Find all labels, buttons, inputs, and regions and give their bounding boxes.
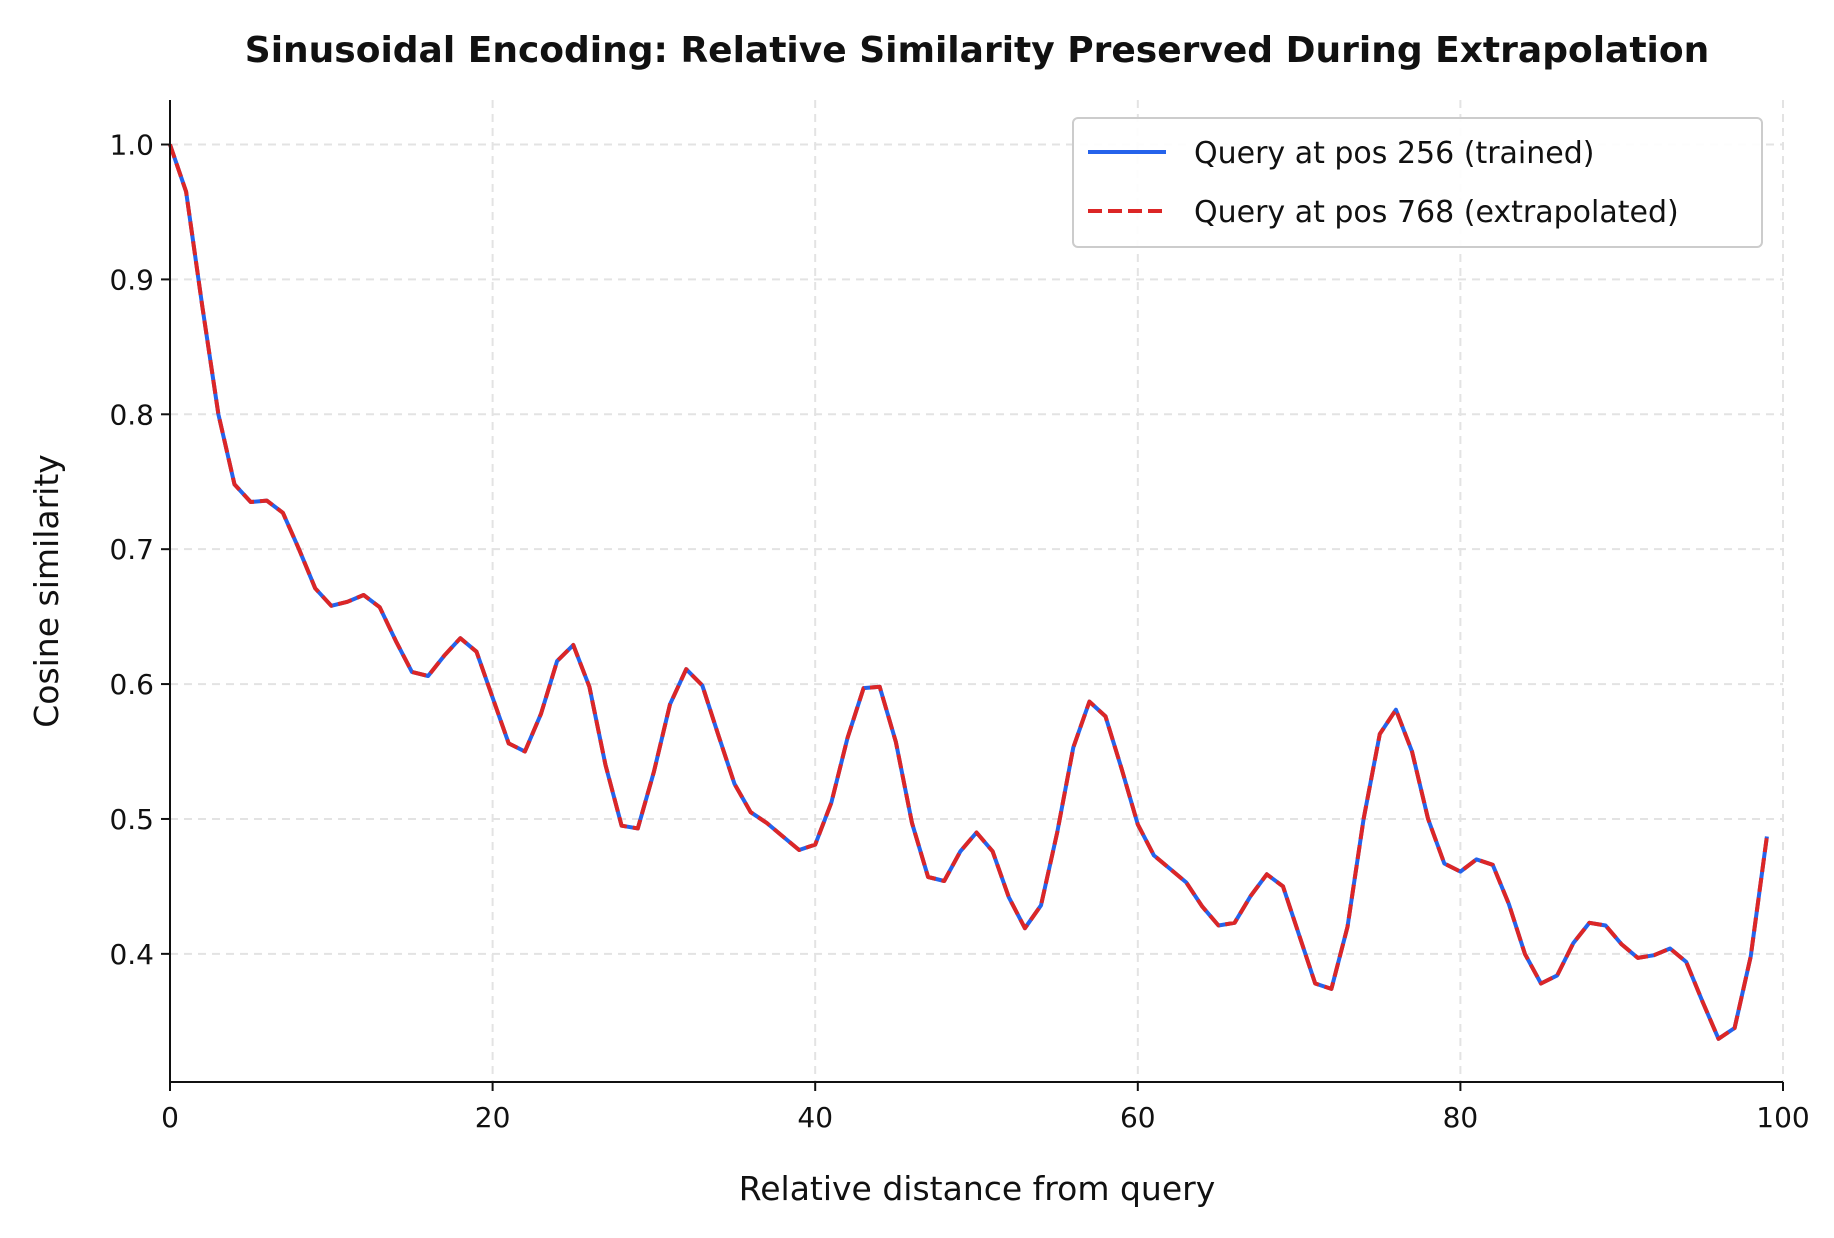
legend-box (1072, 117, 1763, 248)
x-tick-label: 60 (1120, 1101, 1156, 1134)
y-tick-label: 0.4 (109, 938, 154, 971)
chart-title: Sinusoidal Encoding: Relative Similarity… (245, 30, 1709, 71)
x-tick-label: 80 (1443, 1101, 1479, 1134)
series-group (168, 143, 1769, 1041)
x-tick-label: 100 (1756, 1101, 1809, 1134)
y-tick-label: 0.9 (109, 263, 154, 296)
x-tick-label: 20 (475, 1101, 511, 1134)
y-tick-label: 0.6 (109, 668, 154, 701)
y-tick-label: 1.0 (109, 129, 154, 162)
x-tick-label: 40 (797, 1101, 833, 1134)
legend-label-extrapolated: Query at pos 768 (extrapolated) (1194, 195, 1679, 230)
y-tick-label: 0.8 (109, 398, 154, 431)
y-axis-label: Cosine similarity (27, 454, 66, 728)
ticks: 0 20 40 60 80 100 0.4 0.5 0.6 0.7 0.8 0.9 1.0 (109, 129, 1809, 1134)
legend-label-trained: Query at pos 256 (trained) (1194, 136, 1595, 171)
x-axis-label: Relative distance from query (739, 1169, 1215, 1208)
y-tick-label: 0.7 (109, 533, 154, 566)
y-tick-label: 0.5 (109, 803, 154, 836)
legend: Query at pos 256 (trained) Query at pos … (1072, 117, 1763, 248)
series-line-extrapolated (168, 143, 1769, 1041)
x-tick-label: 0 (161, 1101, 179, 1134)
